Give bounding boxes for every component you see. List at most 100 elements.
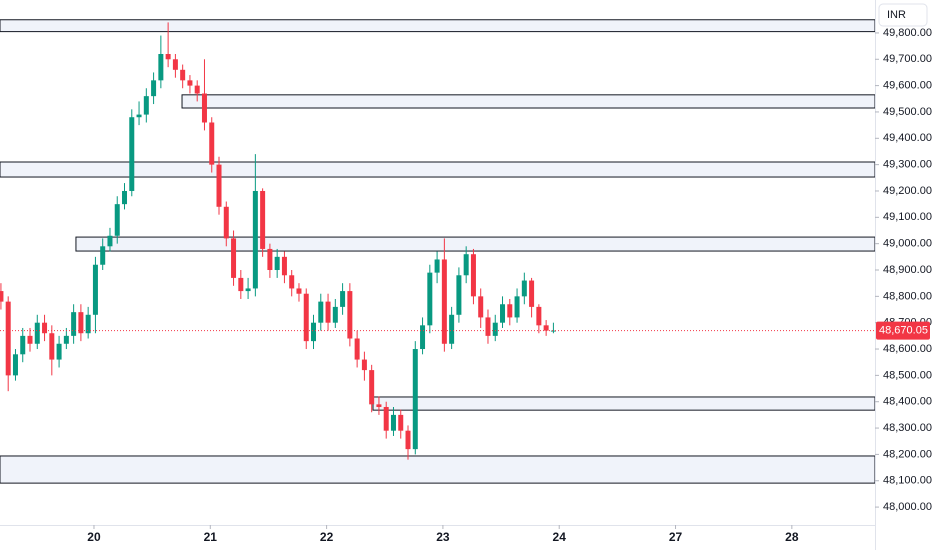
candle-body <box>361 359 367 371</box>
candle-body <box>194 85 200 94</box>
candle-body <box>296 288 302 294</box>
candle-body <box>107 235 113 247</box>
y-tick-label: 48,400.00 <box>883 396 932 408</box>
last-price-box <box>876 321 930 340</box>
x-tick-label: 27 <box>669 530 683 544</box>
y-tick-label: 48,100.00 <box>883 475 932 487</box>
candle-body <box>492 322 498 336</box>
candle-body <box>129 117 135 191</box>
y-tick-label: 49,300.00 <box>883 159 932 171</box>
y-tick-label: 49,600.00 <box>883 80 932 92</box>
candle-body <box>434 259 440 273</box>
y-tick-label: 48,200.00 <box>883 448 932 460</box>
candle-body <box>143 96 149 115</box>
candle-body <box>405 430 411 450</box>
zone <box>181 94 876 109</box>
y-tick-label: 49,700.00 <box>883 53 932 65</box>
candle-body <box>0 291 4 302</box>
candle-body <box>332 306 338 323</box>
zones <box>0 19 876 484</box>
y-tick-label: 49,500.00 <box>883 106 932 118</box>
candle-body <box>281 256 287 276</box>
last-price-label: 48,670.05 <box>879 324 928 336</box>
y-tick-label: 49,000.00 <box>883 238 932 250</box>
candle-body <box>420 325 426 350</box>
candle-body <box>456 275 462 315</box>
y-tick-label: 48,000.00 <box>883 501 932 513</box>
candle-body <box>289 275 295 289</box>
y-tick-label: 48,300.00 <box>883 422 932 434</box>
candle-body <box>12 354 18 376</box>
candle-body <box>449 314 455 344</box>
candle-body <box>34 322 40 344</box>
candle-body <box>56 343 62 360</box>
candle-body <box>49 333 55 360</box>
candle-body <box>478 296 484 318</box>
candle-body <box>92 264 98 315</box>
candle-body <box>165 54 171 60</box>
candle-body <box>536 306 542 326</box>
candle-body <box>383 406 389 431</box>
candle-body <box>311 322 317 342</box>
x-tick-label: 23 <box>436 530 450 544</box>
zone <box>372 396 876 411</box>
candle-body <box>231 238 237 278</box>
candle-body <box>550 330 556 332</box>
candle-body <box>20 335 26 355</box>
zone <box>0 455 876 484</box>
candle-body <box>42 322 48 334</box>
candle-body <box>398 414 404 431</box>
candles <box>0 22 556 460</box>
candle-body <box>390 414 396 431</box>
candle-body <box>412 349 418 450</box>
candle-body <box>514 296 520 318</box>
candle-body <box>223 206 229 239</box>
x-tick-label: 21 <box>204 530 218 544</box>
candle-body <box>27 335 33 344</box>
x-tick-label: 28 <box>785 530 799 544</box>
candle-body <box>260 190 266 249</box>
candle-body <box>303 293 309 342</box>
candle-body <box>238 277 244 292</box>
candle-body <box>201 93 207 123</box>
candle-body <box>318 301 324 323</box>
candle-body <box>85 314 91 334</box>
candle-body <box>485 317 491 336</box>
zone <box>75 236 876 252</box>
y-tick-label: 49,800.00 <box>883 27 932 39</box>
x-tick-label: 24 <box>553 530 567 544</box>
x-tick-label: 20 <box>87 530 101 544</box>
candle-body <box>500 304 506 323</box>
candle-body <box>63 335 69 344</box>
candle-body <box>347 291 353 339</box>
currency-box[interactable] <box>878 3 928 27</box>
candle-body <box>529 280 535 307</box>
candle-body <box>100 246 106 265</box>
candle-body <box>376 404 382 407</box>
candle-body <box>5 301 11 376</box>
candle-body <box>158 54 164 81</box>
candle-body <box>252 190 258 289</box>
y-tick-label: 48,500.00 <box>883 369 932 381</box>
candle-body <box>470 254 476 297</box>
x-tick-label: 22 <box>320 530 334 544</box>
candle-body <box>114 204 120 236</box>
y-tick-label: 48,900.00 <box>883 264 932 276</box>
currency-label: INR <box>887 9 906 21</box>
candle-body <box>151 80 157 97</box>
candle-body <box>369 370 375 405</box>
candle-body <box>78 312 84 334</box>
candle-body <box>507 304 513 318</box>
candle-body <box>136 114 142 118</box>
y-tick-label: 48,600.00 <box>883 343 932 355</box>
y-tick-label: 49,400.00 <box>883 132 932 144</box>
candle-body <box>209 122 215 165</box>
candle-body <box>274 256 280 271</box>
y-tick-label: 48,800.00 <box>883 290 932 302</box>
candle-body <box>187 80 193 86</box>
candle-body <box>521 280 527 297</box>
candle-body <box>441 259 447 344</box>
y-tick-label: 49,200.00 <box>883 185 932 197</box>
candle-body <box>325 301 331 323</box>
